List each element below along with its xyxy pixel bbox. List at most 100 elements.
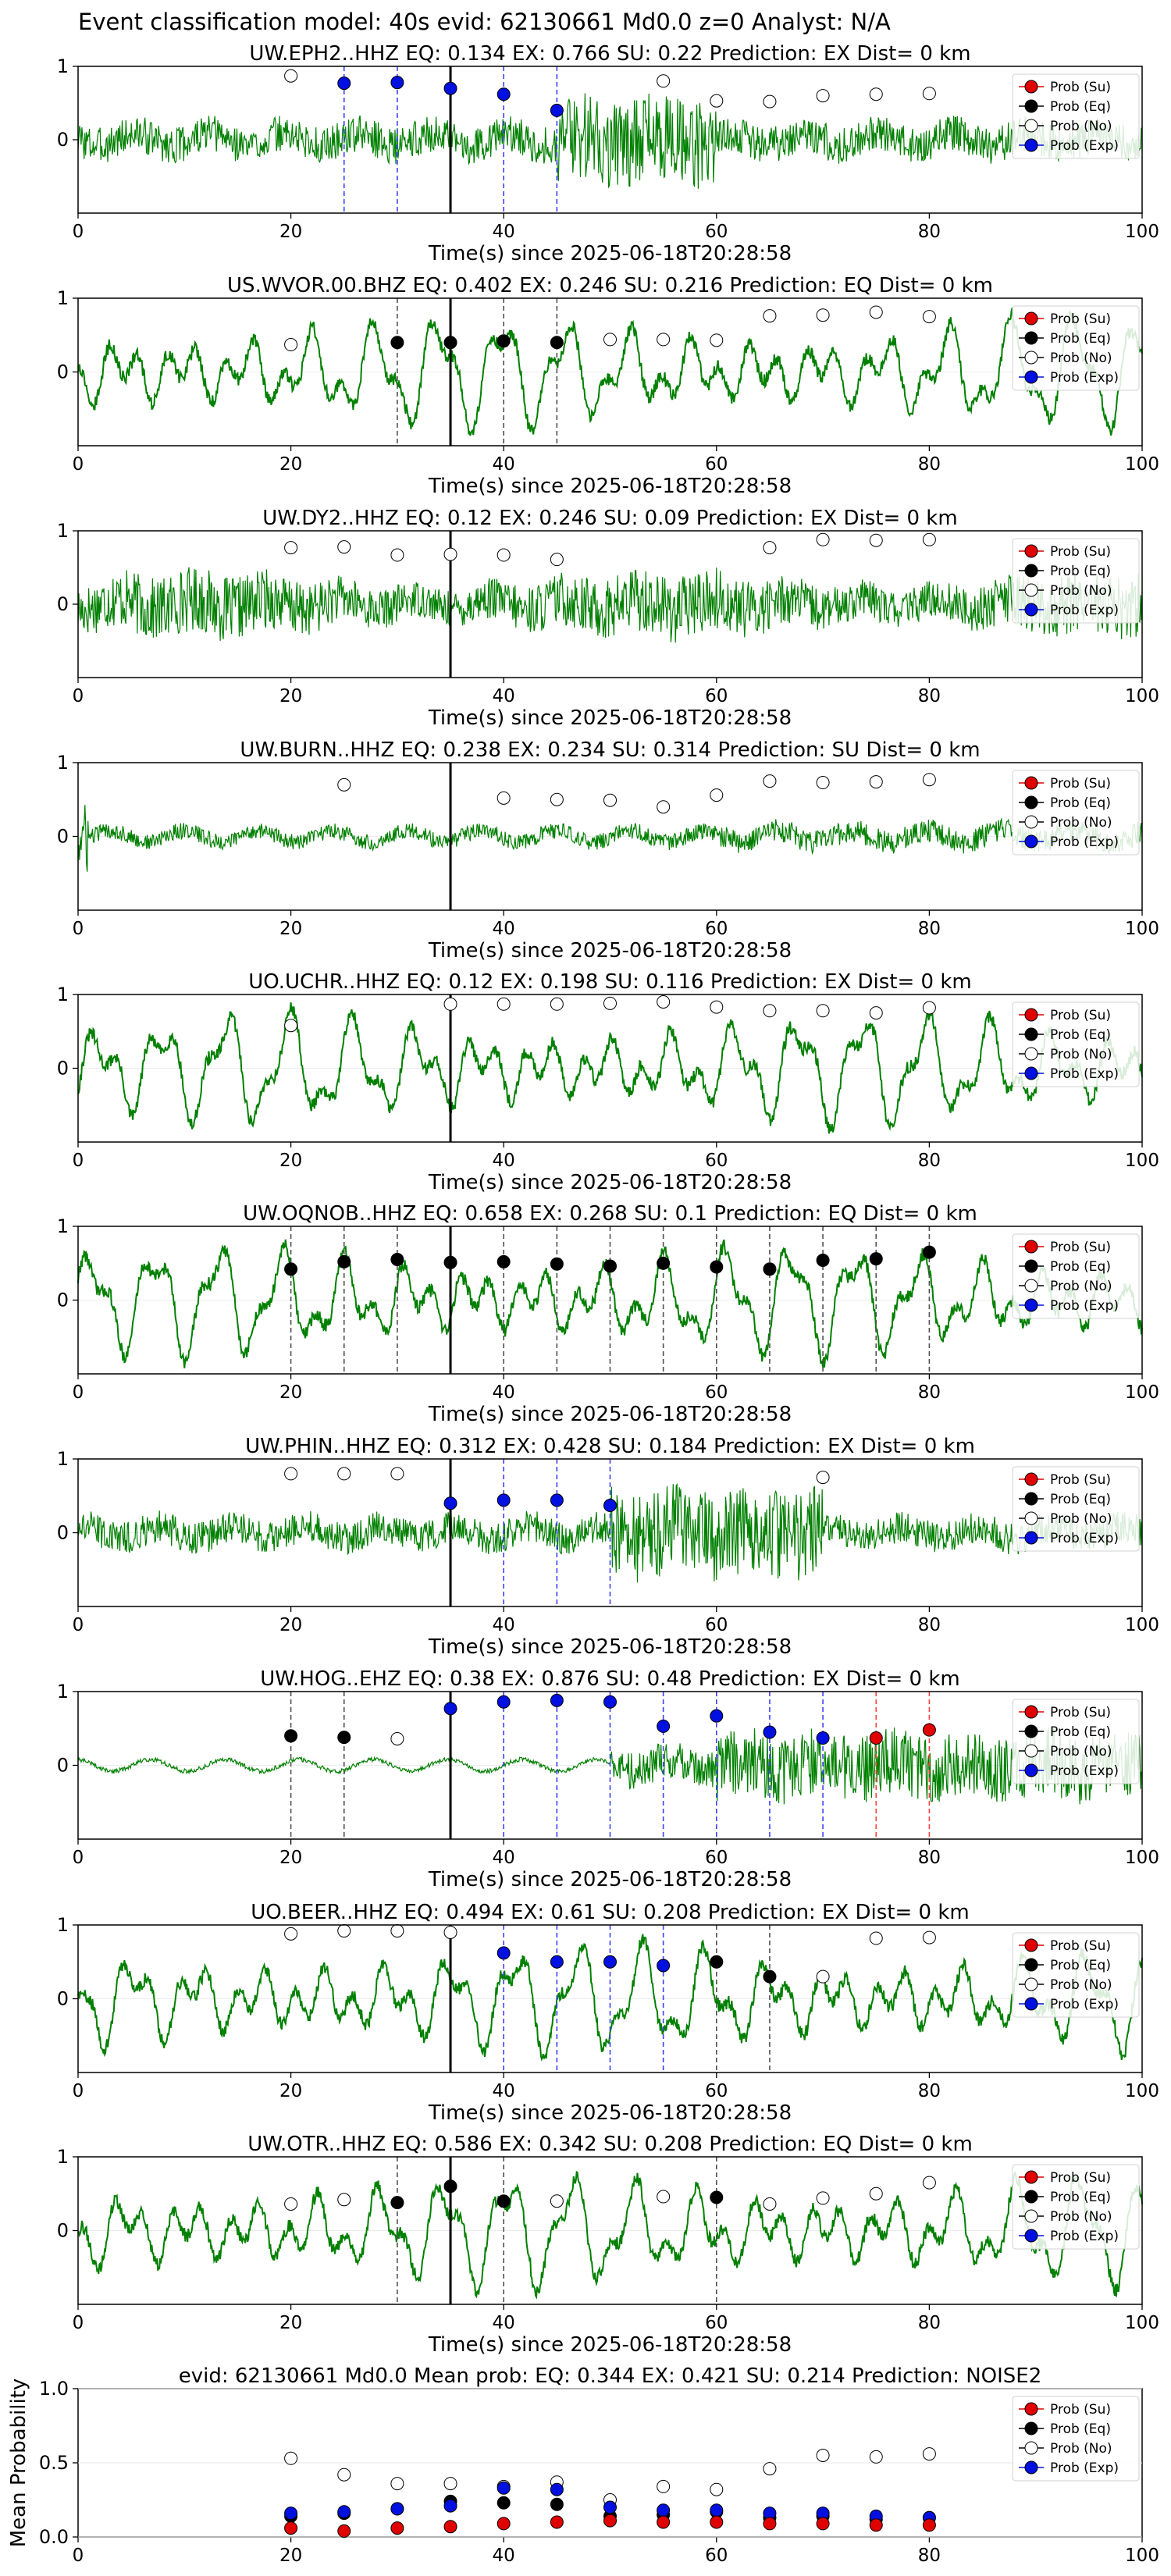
prob-point bbox=[710, 1260, 724, 1274]
mean-prob-point bbox=[497, 2517, 511, 2531]
legend-label: Prob (No) bbox=[1050, 1977, 1112, 1993]
seismogram-trace bbox=[77, 308, 1143, 436]
legend-label: Prob (Su) bbox=[1050, 2170, 1111, 2186]
prob-point bbox=[869, 1006, 883, 1020]
mean-prob-point bbox=[497, 2496, 511, 2510]
legend-label: Prob (Eq) bbox=[1050, 99, 1111, 115]
legend-label: Prob (No) bbox=[1050, 1047, 1112, 1062]
prob-point bbox=[337, 1467, 351, 1481]
prob-point bbox=[497, 997, 511, 1011]
prob-point bbox=[390, 1924, 404, 1938]
mean-prob-point bbox=[337, 2524, 351, 2538]
legend-marker bbox=[1024, 583, 1038, 597]
legend: Prob (Su) Prob (Eq) Prob (No) Prob (Exp) bbox=[1012, 2164, 1140, 2250]
x-tick-label: 0 bbox=[73, 2081, 84, 2101]
seismogram-trace bbox=[77, 2170, 1143, 2300]
legend: Prob (Su) Prob (Eq) Prob (No) Prob (Exp) bbox=[1012, 1002, 1140, 1087]
legend-marker bbox=[1024, 776, 1038, 790]
legend-marker bbox=[1024, 331, 1038, 345]
prob-point bbox=[657, 1719, 671, 1733]
legend-label: Prob (Su) bbox=[1050, 544, 1111, 560]
legend: Prob (Su) Prob (Eq) Prob (No) Prob (Exp) bbox=[1012, 1699, 1140, 1784]
x-tick-label: 60 bbox=[705, 222, 728, 242]
prob-point bbox=[763, 774, 777, 788]
legend-marker bbox=[1024, 1531, 1038, 1545]
figure-suptitle: Event classification model: 40s evid: 62… bbox=[78, 9, 891, 35]
x-tick-label: 60 bbox=[705, 686, 728, 706]
x-tick-label: 100 bbox=[1125, 686, 1159, 706]
x-tick-label: 0 bbox=[73, 1848, 84, 1868]
mean-prob-point bbox=[657, 2515, 671, 2529]
mean-prob-point bbox=[443, 2477, 457, 2491]
prob-point bbox=[603, 1499, 617, 1513]
prob-point bbox=[603, 1955, 617, 1969]
prob-point bbox=[763, 1969, 777, 1984]
legend-label: Prob (Su) bbox=[1050, 80, 1111, 95]
prob-point bbox=[390, 336, 404, 350]
legend-box bbox=[1012, 73, 1140, 159]
x-tick-label: 80 bbox=[918, 686, 941, 706]
prob-point bbox=[869, 2186, 883, 2201]
legend-label: Prob (Exp) bbox=[1050, 2229, 1119, 2244]
x-tick-label: 60 bbox=[705, 1848, 728, 1868]
legend-marker bbox=[1024, 2441, 1038, 2455]
prob-point bbox=[816, 2191, 830, 2205]
legend: Prob (Su) Prob (Eq) Prob (No) Prob (Exp) bbox=[1012, 1466, 1140, 1552]
legend-marker bbox=[1024, 795, 1038, 809]
legend: Prob (Su) Prob (Eq) Prob (No) Prob (Exp) bbox=[1012, 305, 1140, 391]
legend-box bbox=[1012, 1233, 1140, 1319]
x-tick-label: 20 bbox=[279, 454, 302, 475]
y-tick-label: 1 bbox=[57, 287, 69, 309]
legend-marker bbox=[1024, 834, 1038, 849]
x-tick-label: 100 bbox=[1125, 919, 1159, 939]
legend-marker bbox=[1024, 1977, 1038, 1991]
legend-marker bbox=[1024, 2209, 1038, 2223]
seismogram-trace bbox=[77, 805, 1143, 872]
prob-point bbox=[657, 74, 671, 88]
legend-box bbox=[1012, 538, 1140, 624]
y-tick-label: 1.0 bbox=[39, 2378, 69, 2400]
mean-prob-point bbox=[443, 2520, 457, 2534]
x-tick-label: 20 bbox=[279, 1615, 302, 1635]
prob-point bbox=[603, 793, 617, 807]
legend-label: Prob (No) bbox=[1050, 350, 1112, 366]
x-tick-label: 100 bbox=[1125, 2546, 1159, 2566]
legend-marker bbox=[1024, 311, 1038, 326]
y-tick-label: 1 bbox=[57, 2146, 69, 2168]
x-tick-label: 100 bbox=[1125, 2081, 1159, 2101]
x-tick-label: 20 bbox=[279, 2081, 302, 2101]
legend-label: Prob (No) bbox=[1050, 2209, 1112, 2225]
prob-point bbox=[443, 1925, 457, 1939]
x-tick-label: 20 bbox=[279, 222, 302, 242]
legend: Prob (Su) Prob (Eq) Prob (No) Prob (Exp) bbox=[1012, 770, 1140, 856]
x-tick-label: 0 bbox=[73, 1382, 84, 1403]
x-tick-label: 100 bbox=[1125, 1848, 1159, 1868]
prob-point bbox=[922, 1245, 936, 1259]
y-tick-label: 0 bbox=[57, 2220, 69, 2242]
prob-point bbox=[284, 1729, 298, 1743]
x-tick-label: 40 bbox=[493, 2546, 515, 2566]
legend-label: Prob (Eq) bbox=[1050, 331, 1111, 347]
legend-marker bbox=[1024, 2170, 1038, 2184]
x-tick-label: 40 bbox=[493, 1615, 515, 1635]
x-tick-label: 80 bbox=[918, 454, 941, 475]
prob-point bbox=[550, 1955, 564, 1969]
legend-box bbox=[1012, 1002, 1140, 1087]
panel-title: UW.OTR..HHZ EQ: 0.586 EX: 0.342 SU: 0.20… bbox=[247, 2133, 973, 2156]
legend-marker bbox=[1024, 564, 1038, 578]
x-axis-label: Time(s) since 2025-06-18T20:28:58 bbox=[428, 1171, 792, 1194]
prob-point bbox=[550, 103, 564, 117]
prob-point bbox=[390, 1253, 404, 1267]
mean-prob-point bbox=[710, 2503, 724, 2517]
y-tick-label: 0 bbox=[57, 1988, 69, 2010]
prob-point bbox=[390, 2196, 404, 2210]
legend-marker bbox=[1024, 815, 1038, 829]
prob-point bbox=[284, 338, 298, 352]
prob-point bbox=[497, 1946, 511, 1960]
panel-title: UW.OQNOB..HHZ EQ: 0.658 EX: 0.268 SU: 0.… bbox=[243, 1202, 977, 1226]
prob-point bbox=[657, 994, 671, 1009]
legend-label: Prob (No) bbox=[1050, 2441, 1112, 2457]
x-tick-label: 40 bbox=[493, 686, 515, 706]
prob-point bbox=[284, 1467, 298, 1481]
